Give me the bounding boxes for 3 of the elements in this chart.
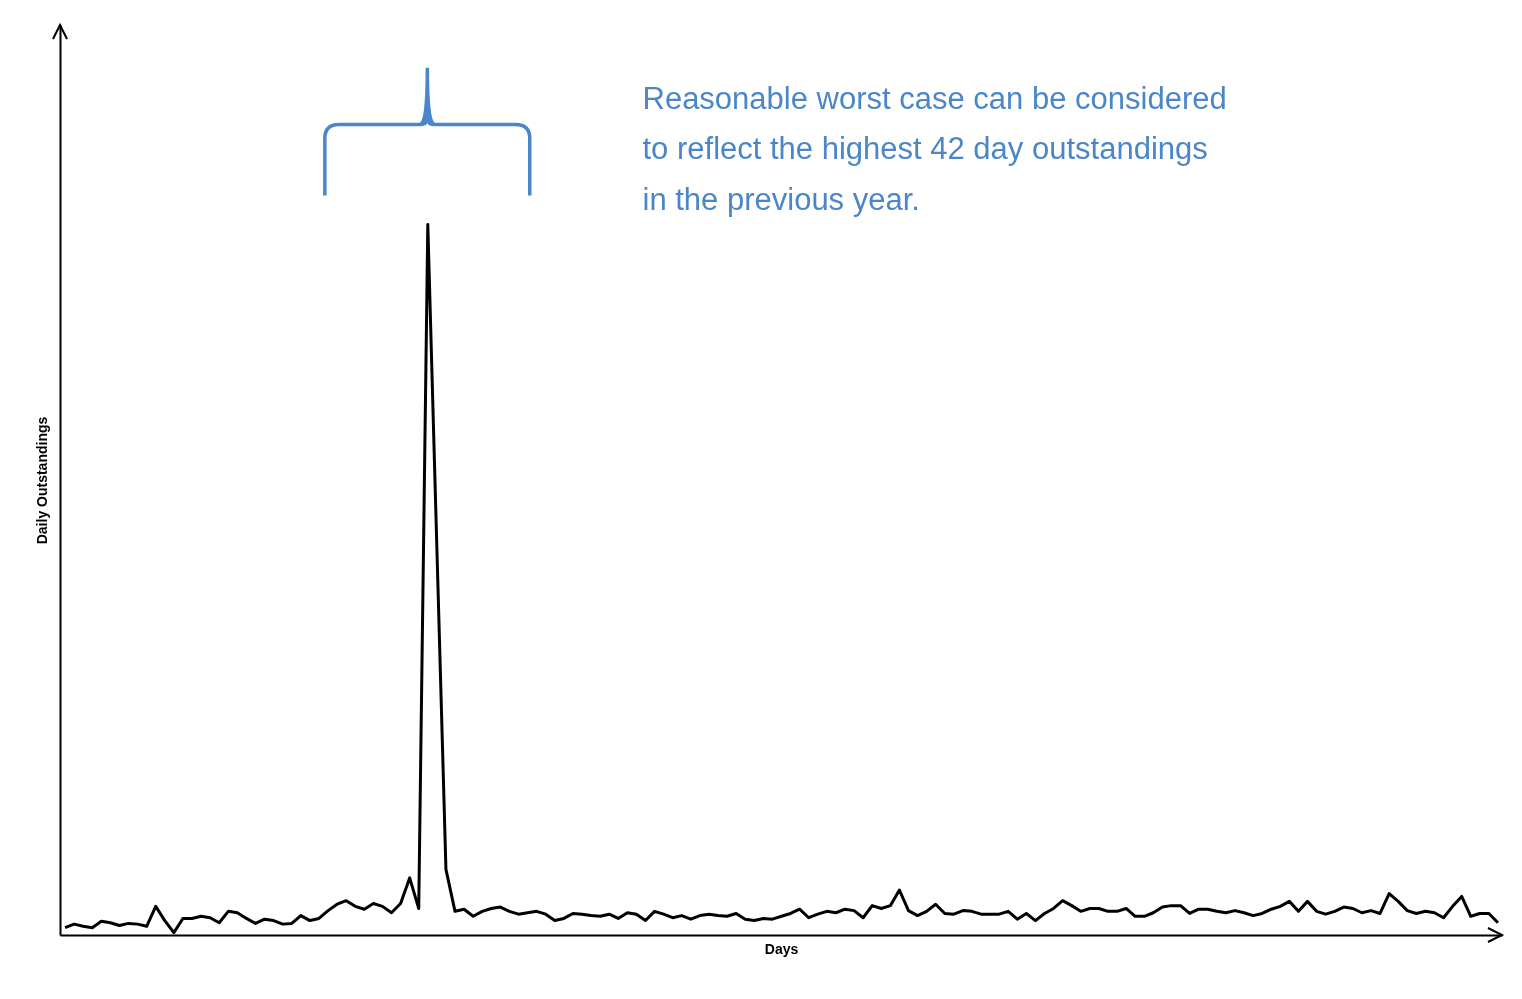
y-axis-title: Daily Outstandings xyxy=(33,416,50,545)
x-axis-title: Days xyxy=(764,940,799,957)
text: Reasonable worst case can be considered to reflect the highest 42 day outstandings in the previous year. xyxy=(642,80,1227,217)
